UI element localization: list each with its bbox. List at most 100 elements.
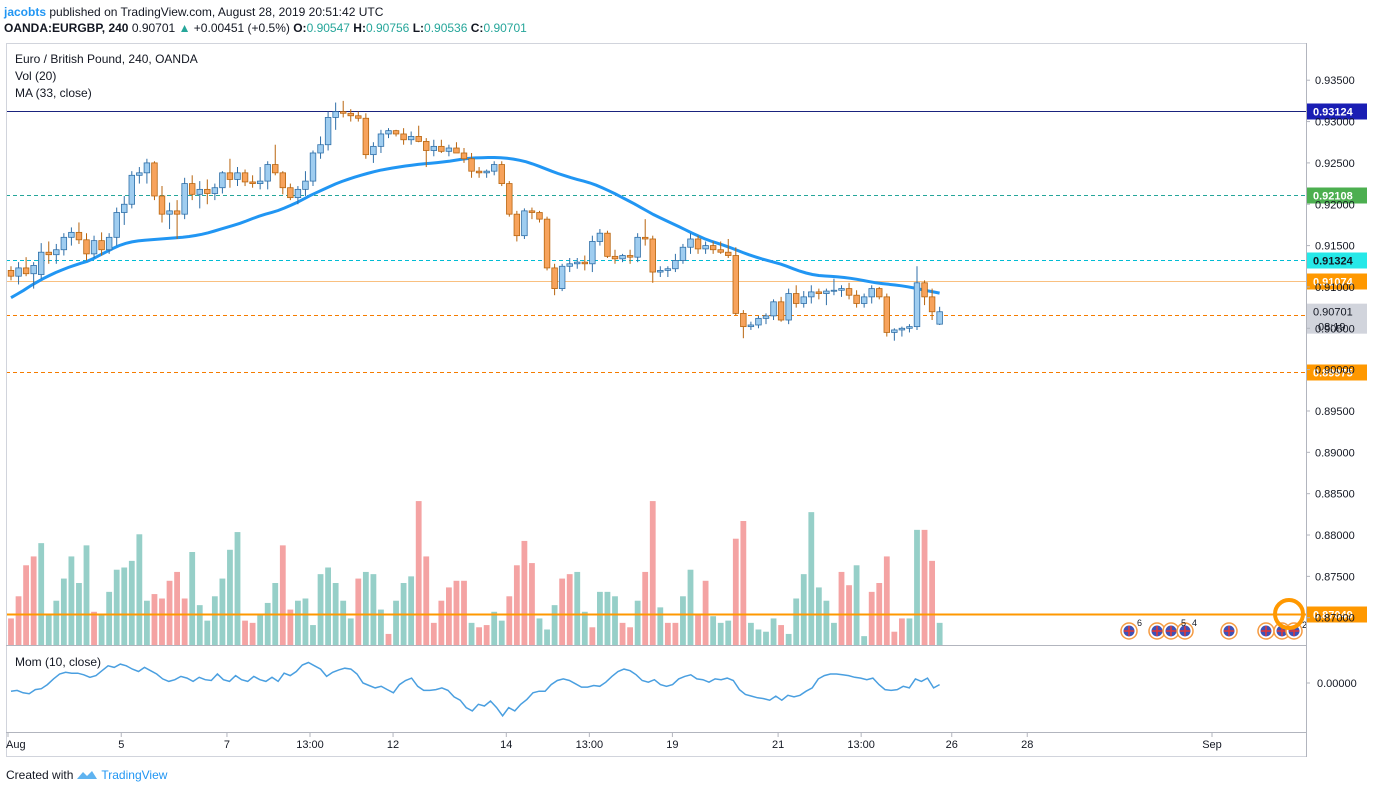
volume-bar [657,607,664,645]
candle [45,241,52,264]
candle-body [83,239,90,255]
candle-body [740,313,747,328]
candle [913,266,921,330]
candle [211,183,219,201]
candle [279,171,286,195]
candle-body [770,301,777,317]
chart-title-legend[interactable]: Euro / British Pound, 240, OANDA [15,52,198,66]
candle-body [347,112,354,117]
candle-body [166,210,173,215]
x-tick-label: 5 [118,739,124,751]
candle-body [928,296,936,313]
candle-body [272,164,279,174]
published-text: published on TradingView.com, August 28,… [49,5,384,19]
volume-bar [279,545,286,645]
volume-legend[interactable]: Vol (20) [15,69,57,83]
candle-body [574,261,581,265]
candle [196,181,203,209]
candle-body [551,267,558,289]
candle-body [75,231,83,241]
economic-event-flag-icon [1257,622,1275,640]
candle [634,233,641,263]
candle-body [566,263,573,267]
volume-bar [861,636,868,645]
candle [657,266,664,278]
candle [362,113,370,159]
event-count-label: 5 [1181,618,1186,628]
candle [68,227,75,246]
momentum-legend[interactable]: Mom (10, close) [15,655,102,669]
high-label: H: [353,21,366,35]
candle [521,208,528,239]
tradingview-brand[interactable]: TradingView [101,768,168,782]
x-tick-label: 26 [946,739,958,751]
y-tick-label: 0.87500 [1315,571,1355,583]
volume-bar [899,618,905,645]
volume-bar [83,545,90,645]
footer: Created with TradingView [6,768,167,782]
candle [256,167,264,190]
x-tick-label: 12 [387,739,399,751]
candle-body [249,181,256,184]
volume-bar [415,501,422,645]
candle [453,142,460,154]
symbol-label: OANDA:EURGBP, 240 [4,21,129,35]
author-name[interactable]: jacobts [4,5,47,19]
volume-bars [8,501,943,645]
volume-bar [159,598,165,645]
volume-bar [498,620,505,645]
close-value: 0.90701 [483,21,527,35]
volume-bar [695,614,701,645]
volume-bar [15,596,22,645]
candle-body [800,296,807,304]
y-tick-label: 0.90000 [1315,365,1355,377]
candle-body [204,188,211,194]
candle [324,111,332,151]
price-label-bg [1307,364,1367,381]
volume-bar [680,596,686,645]
candle [143,158,151,184]
candle [423,138,430,168]
volume-bar [589,627,596,645]
candle [672,253,679,273]
volume-bar [612,596,618,645]
candle [921,280,928,306]
x-tick-label: 28 [1021,739,1033,751]
ma-legend[interactable]: MA (33, close) [15,86,92,100]
volume-bar [732,538,739,645]
candle [98,232,105,256]
volume-bar [362,571,369,645]
volume-bar [30,556,37,645]
candle-body [38,251,45,275]
candle [823,288,830,306]
candle-body [604,232,611,257]
y-tick-label: 0.93000 [1315,117,1355,129]
volume-bar [378,609,384,645]
x-tick-label: 13:00 [296,739,324,751]
tradingview-logo-icon [77,771,98,779]
volume-bar [740,521,747,645]
volume-bar [581,611,588,645]
y-tick-label: 0.87000 [1315,613,1355,625]
volume-bar [748,622,754,645]
volume-bar [891,631,898,645]
candle-body [513,213,521,237]
candle [468,152,475,178]
candle-body [717,249,724,253]
candle [717,241,724,254]
axes[interactable]: 0.93500 0.93000 0.92500 0.92000 0.91500 0.910… [6,43,1355,757]
ohlc-bar: OANDA:EURGBP, 240 0.90701 ▲ +0.00451 (+0… [4,20,527,36]
volume-bar [189,552,196,645]
candle [339,100,347,118]
candle [272,144,279,176]
candle [898,326,906,337]
candle-body [694,238,702,250]
candle [755,315,762,329]
horizontal-lines[interactable]: 0.931240.921080.913240.910740.906560.899… [6,103,1367,623]
candle [883,293,890,337]
candle-body [506,183,513,215]
candle [536,210,543,223]
candle-body [302,180,309,190]
